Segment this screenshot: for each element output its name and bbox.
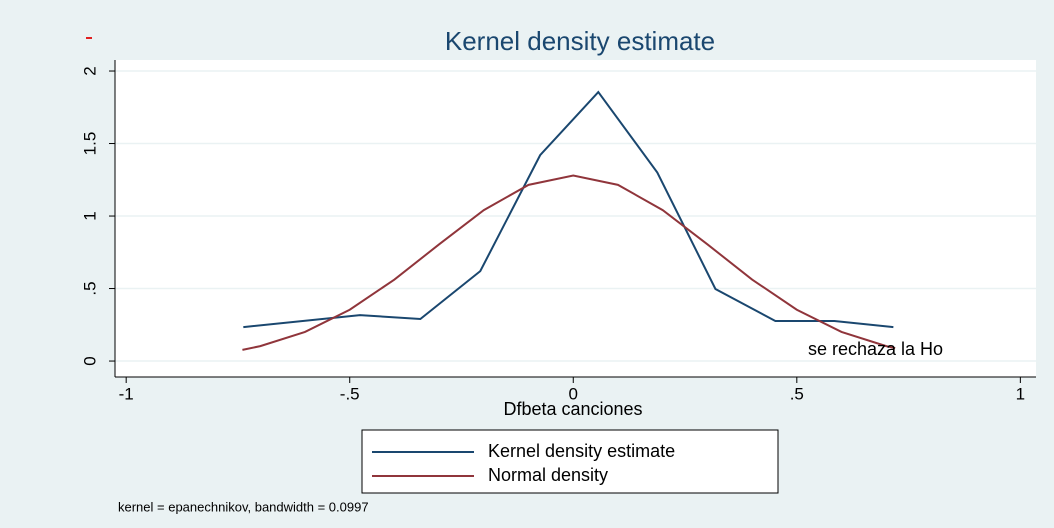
y-tick-label: 1.5 xyxy=(80,132,99,156)
x-axis-label: Dfbeta canciones xyxy=(503,399,642,419)
legend-label: Normal density xyxy=(488,465,608,485)
y-tick-label: 0 xyxy=(80,356,99,365)
annotation: se rechaza la Ho xyxy=(808,339,943,359)
line-series xyxy=(243,90,894,329)
chart-title: Kernel density estimate xyxy=(445,26,715,56)
legend-box xyxy=(361,429,779,494)
y-tick-label: 2 xyxy=(80,66,99,75)
x-tick-label: -1 xyxy=(119,384,134,403)
note: kernel = epanechnikov, bandwidth = 0.099… xyxy=(118,499,369,514)
y-tick-label: .5 xyxy=(80,281,99,295)
y-tick-label: 1 xyxy=(80,211,99,220)
x-tick-label: -.5 xyxy=(340,384,360,403)
line-series xyxy=(242,174,896,351)
x-tick-label: .5 xyxy=(790,384,804,403)
plot-area xyxy=(115,60,1036,377)
legend-label: Kernel density estimate xyxy=(488,441,675,461)
mark-decoration xyxy=(86,37,92,39)
x-tick-label: 1 xyxy=(1016,384,1025,403)
x-tick-label: 0 xyxy=(569,384,578,403)
